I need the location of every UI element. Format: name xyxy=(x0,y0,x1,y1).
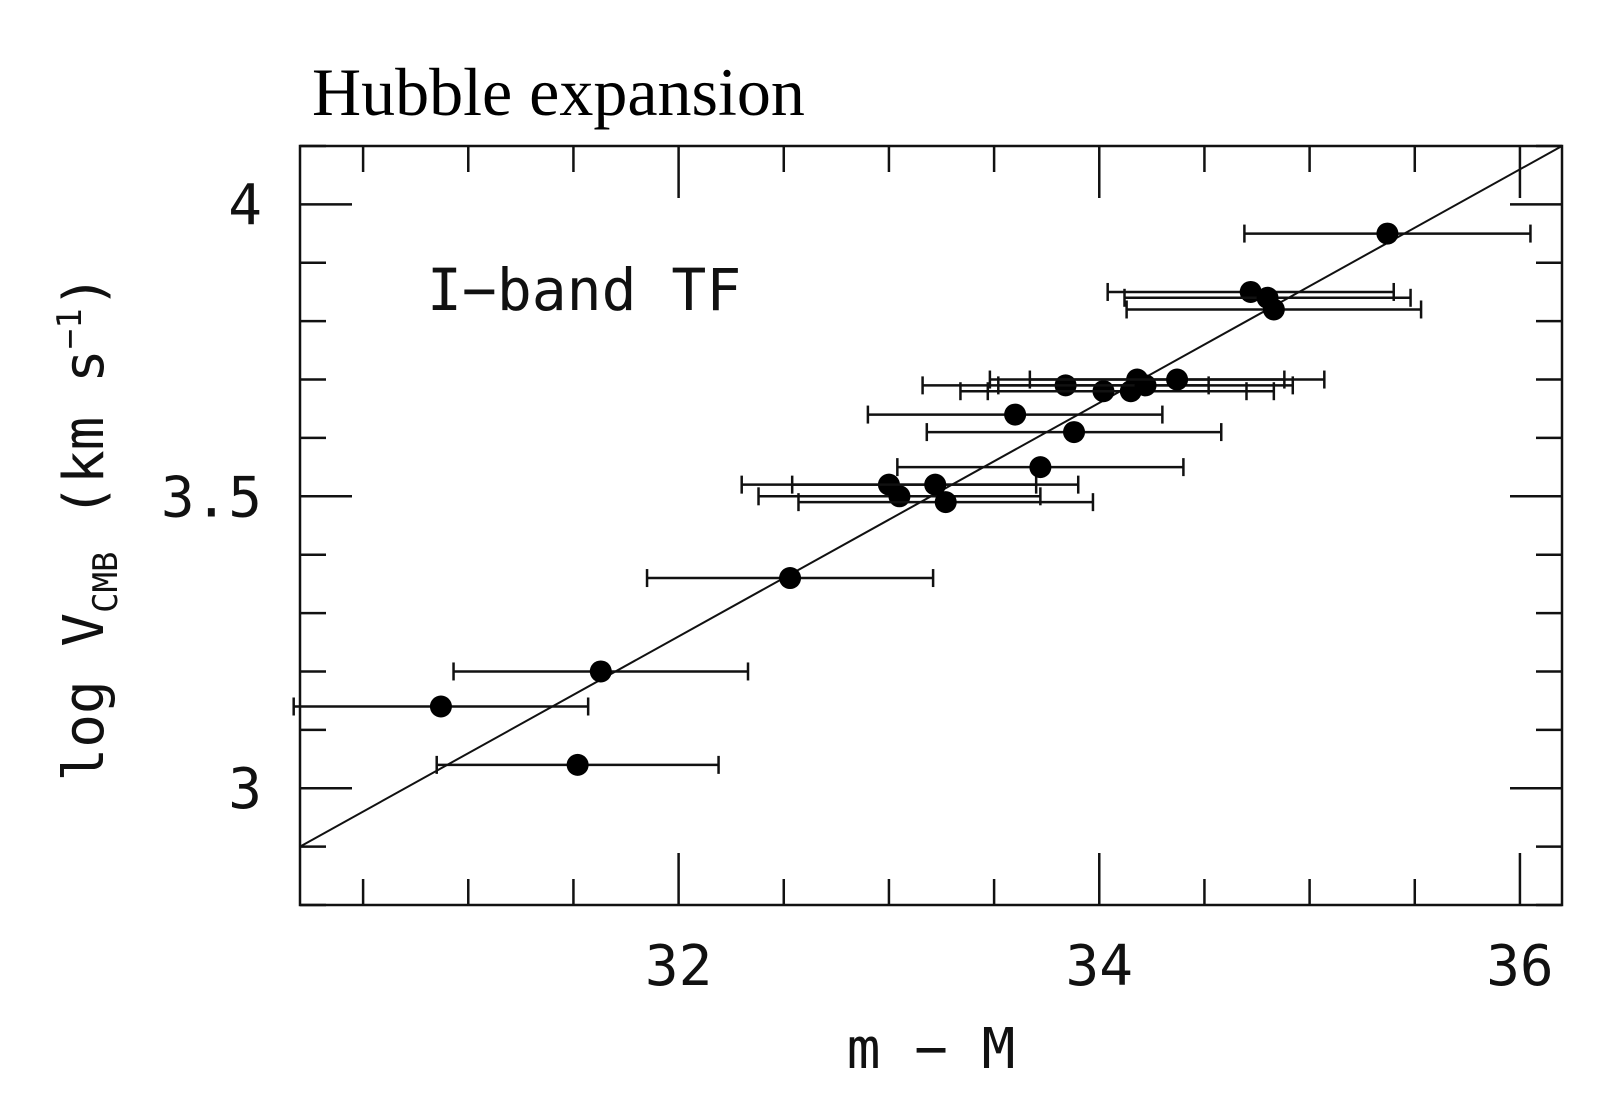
y-axis-label-units: (km s xyxy=(52,349,117,551)
data-point xyxy=(1125,298,1423,321)
data-point-marker xyxy=(1134,374,1157,397)
data-point-marker xyxy=(589,660,612,683)
y-tick-label: 3.5 xyxy=(161,465,262,530)
y-axis-label: log VCMB (km s−1) xyxy=(50,275,126,782)
major-ticks xyxy=(300,146,1562,905)
data-point xyxy=(1106,280,1395,303)
x-tick-label: 32 xyxy=(645,934,712,999)
data-point-marker xyxy=(1262,298,1285,321)
data-point-marker xyxy=(934,491,957,514)
y-tick-label: 4 xyxy=(228,173,262,238)
data-point-marker xyxy=(888,485,911,508)
minor-ticks xyxy=(300,144,1562,907)
y-tick-labels: 33.54 xyxy=(161,173,262,822)
data-point xyxy=(925,421,1223,444)
data-point xyxy=(896,456,1185,479)
y-axis-label-main: log V xyxy=(52,613,117,782)
data-point-marker xyxy=(429,695,452,718)
data-point xyxy=(292,695,590,718)
band-annotation: I−band TF xyxy=(427,256,741,324)
data-point-marker xyxy=(1004,403,1027,426)
x-tick-label: 36 xyxy=(1486,934,1553,999)
y-tick-label: 3 xyxy=(228,757,262,822)
data-point-marker xyxy=(779,567,802,590)
data-point-marker xyxy=(1029,456,1052,479)
data-point xyxy=(1028,368,1326,391)
data-points-layer xyxy=(292,222,1532,776)
data-point xyxy=(757,485,1042,508)
data-point xyxy=(1243,222,1532,245)
data-point-marker xyxy=(1063,421,1086,444)
data-point-marker xyxy=(924,473,947,496)
x-tick-labels: 32 34 36 xyxy=(645,934,1554,999)
data-point-marker xyxy=(566,753,589,776)
slide-title: Hubble expansion xyxy=(312,54,805,130)
data-point xyxy=(790,473,1080,496)
data-point xyxy=(797,491,1095,514)
data-point-marker xyxy=(1376,222,1399,245)
data-point xyxy=(645,567,935,590)
x-axis-label: m − M xyxy=(847,1017,1016,1082)
y-axis-label-close: ) xyxy=(52,275,117,309)
data-point xyxy=(997,374,1295,397)
plot-frame xyxy=(298,144,1564,907)
data-point xyxy=(435,753,720,776)
x-tick-label: 34 xyxy=(1066,934,1133,999)
y-axis-label-subscript: CMB xyxy=(86,551,126,612)
y-axis-label-superscript: −1 xyxy=(50,308,90,349)
data-point xyxy=(452,660,750,683)
data-point xyxy=(866,403,1164,426)
data-point-marker xyxy=(1166,368,1189,391)
